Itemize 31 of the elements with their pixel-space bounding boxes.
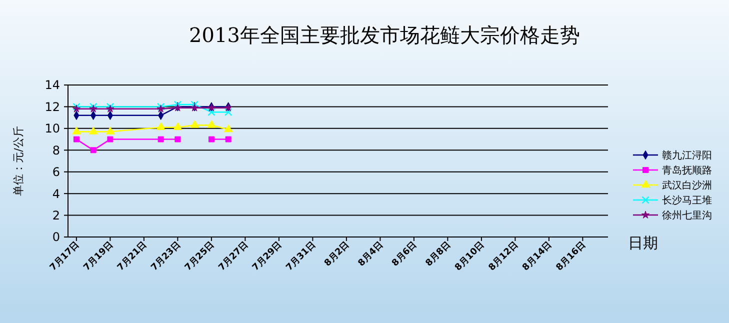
y-tick-label: 14	[44, 78, 60, 92]
y-tick-label: 2	[52, 208, 60, 222]
x-tick-label: 8月2日	[322, 239, 352, 269]
y-tick-label: 10	[44, 122, 60, 136]
legend-label: 赣九江浔阳	[662, 150, 712, 162]
legend-label: 武汉白沙洲	[662, 180, 712, 192]
x-tick-label: 7月21日	[115, 239, 150, 274]
x-tick-label: 7月25日	[182, 239, 217, 274]
x-tick-label: 8月10日	[452, 239, 487, 274]
y-tick-label: 6	[52, 165, 60, 180]
x-tick-label: 8月16日	[554, 239, 588, 274]
x-tick-label: 7月29日	[250, 239, 284, 274]
x-axis-title: 日期	[628, 234, 658, 252]
y-tick-label: 12	[44, 100, 60, 114]
x-tick-label: 8月6日	[390, 239, 420, 269]
legend-label: 徐州七里沟	[662, 210, 712, 222]
y-tick-label: 8	[52, 143, 60, 158]
x-tick-label: 8月8日	[423, 239, 453, 269]
x-tick-label: 8月14日	[520, 239, 554, 274]
y-axis-title: 单位：元/公斤	[12, 126, 25, 196]
chart-title: 2013年全国主要批发市场花鲢大宗价格走势	[189, 23, 580, 47]
x-tick-label: 7月23日	[149, 239, 183, 274]
x-tick-label: 7月19日	[82, 239, 116, 274]
x-tick-label: 7月31日	[284, 239, 318, 274]
x-tick-label: 8月12日	[486, 239, 520, 274]
y-tick-label: 0	[52, 230, 60, 244]
x-tick-label: 7月27日	[216, 239, 250, 274]
x-tick-label: 8月4日	[356, 239, 386, 269]
y-tick-label: 4	[52, 186, 60, 201]
legend-label: 青岛抚顺路	[662, 164, 712, 176]
legend-label: 长沙马王堆	[662, 194, 712, 206]
